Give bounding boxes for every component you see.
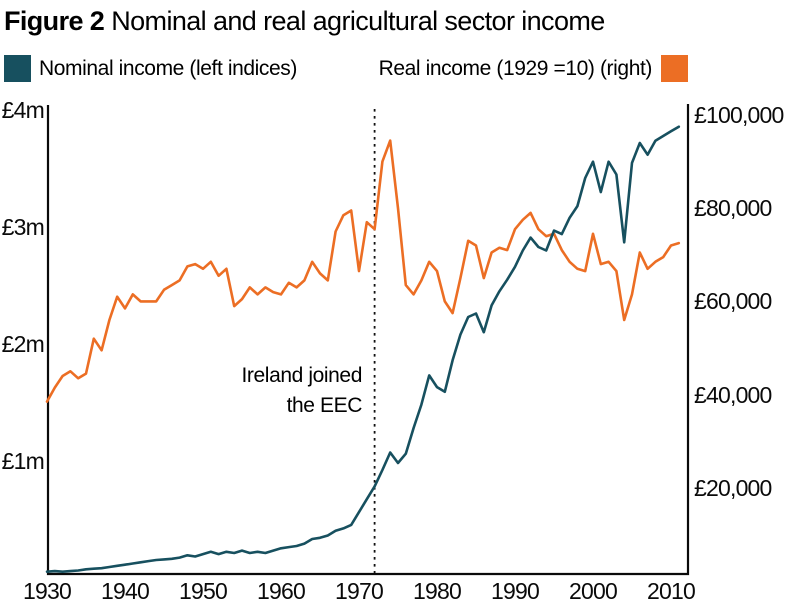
x-axis-tick: 1990 [491,578,540,604]
eec-annotation: Ireland joined the EEC [242,361,363,421]
y-axis-tick-left: £3m [1,214,45,241]
x-axis-tick: 1940 [101,578,150,604]
x-axis-tick: 2000 [569,578,618,604]
figure-title-text: Nominal and real agricultural sector inc… [111,6,605,36]
axis-frame [46,104,690,576]
x-axis-tick: 1980 [413,578,462,604]
y-axis-tick-left: £4m [1,97,45,124]
eec-annotation-line2: the EEC [286,394,363,417]
legend-label-nominal: Nominal income (left indices) [39,57,297,80]
y-axis-tick-right: £100,000 [694,102,784,128]
x-axis-tick: 1950 [179,578,228,604]
real-income-line [45,139,681,403]
legend-label-real: Real income (1929 =10) (right) [378,57,653,80]
x-axis-tick: 2010 [647,578,696,604]
y-axis-tick-right: £20,000 [694,474,772,501]
nominal-income-line [45,125,681,574]
y-axis-tick-left: £2m [1,330,45,357]
y-axis-tick-right: £80,000 [694,195,772,222]
y-axis-tick-right: £60,000 [694,288,772,315]
x-axis-tick: 1970 [335,578,384,604]
eec-annotation-line1: Ireland joined [241,364,363,387]
legend-swatch-real [661,55,688,82]
legend-swatch-nominal [4,55,31,82]
figure-title: Figure 2 Nominal and real agricultural se… [4,6,605,37]
y-axis-tick-right: £40,000 [694,381,772,408]
x-axis-tick: 1960 [257,578,306,604]
y-axis-tick-left: £1m [1,447,45,474]
x-axis-tick: 1930 [23,578,72,604]
figure-number: Figure 2 [4,6,105,36]
